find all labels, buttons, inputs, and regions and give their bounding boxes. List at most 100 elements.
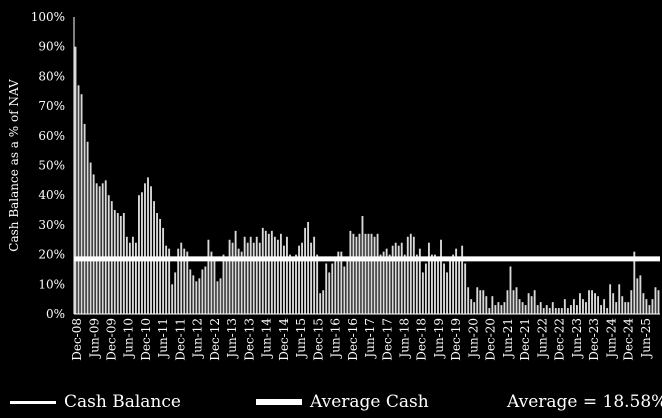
bar	[551, 302, 554, 314]
bar	[144, 183, 146, 314]
y-tick-label: 20%	[38, 248, 65, 262]
bar	[301, 242, 303, 314]
bar	[249, 236, 252, 314]
bar	[651, 299, 654, 314]
bar	[289, 254, 291, 314]
bar	[521, 302, 524, 314]
bar	[237, 248, 240, 314]
bar	[609, 284, 612, 314]
bar	[189, 269, 192, 314]
bar	[545, 305, 548, 314]
bar	[361, 215, 364, 314]
bar	[89, 162, 92, 314]
bar	[192, 275, 195, 314]
bar	[210, 251, 213, 314]
bar	[606, 308, 609, 314]
bar	[243, 236, 246, 314]
x-tick-label: Jun-17	[363, 318, 377, 360]
bar	[391, 245, 394, 314]
bar	[234, 230, 237, 314]
bar	[165, 245, 168, 314]
bar	[533, 290, 536, 314]
bar	[449, 257, 451, 314]
bar	[343, 266, 346, 314]
bar	[503, 302, 506, 314]
chart-plot: 0% 10% 20% 30% 40% 50% 60% 70% 80% 90% 100% Dec-08…	[7, 10, 660, 361]
bar	[252, 242, 255, 314]
bar	[283, 245, 285, 314]
bar	[298, 245, 300, 314]
bar	[406, 236, 409, 314]
bar	[630, 290, 633, 314]
bar	[554, 308, 557, 314]
bar	[654, 287, 657, 314]
x-tick-label: Jun-22	[535, 318, 549, 360]
y-tick-label: 70%	[38, 99, 65, 113]
bar	[174, 272, 177, 314]
bar	[500, 305, 503, 314]
bar	[639, 275, 642, 314]
bar	[116, 213, 119, 314]
bar	[216, 281, 219, 314]
bar	[588, 290, 590, 314]
bar	[618, 284, 621, 314]
bar	[231, 242, 234, 314]
bar	[576, 305, 578, 314]
x-tick-label: Dec-08	[70, 318, 84, 361]
x-tick-label: Dec-09	[105, 318, 119, 361]
bar	[591, 290, 593, 314]
y-axis-label: Cash Balance as a % of NAV	[7, 79, 21, 252]
bar	[455, 248, 458, 314]
bar	[180, 242, 183, 314]
bar	[464, 263, 467, 314]
x-tick-label: Dec-24	[622, 318, 636, 361]
bar	[648, 305, 651, 314]
bar	[412, 236, 415, 314]
bar	[295, 254, 297, 314]
bar	[104, 180, 107, 314]
bar	[337, 251, 340, 314]
x-tick-label: Jun-23	[570, 318, 584, 360]
bar	[467, 287, 470, 314]
bar	[388, 254, 391, 314]
bar	[292, 257, 294, 314]
bar	[557, 308, 560, 314]
bar	[569, 305, 572, 314]
legend-average-text: Average = 18.58%	[507, 392, 662, 412]
x-tick-label: Jun-20	[466, 318, 480, 360]
bar	[113, 210, 116, 314]
x-tick-label: Jun-24	[604, 318, 618, 360]
y-tick-label: 10%	[38, 277, 65, 291]
bar	[415, 254, 418, 314]
bar	[512, 290, 515, 314]
bar	[563, 299, 566, 314]
bar	[195, 281, 198, 314]
legend: Cash Balance Average Cash Average = 18.5…	[0, 392, 662, 418]
y-tick-label: 100%	[31, 10, 65, 24]
bar	[138, 195, 140, 314]
bar	[159, 218, 162, 314]
bar	[615, 302, 618, 314]
bar	[156, 213, 158, 314]
x-tick-label: Jun-13	[225, 318, 239, 360]
bar	[579, 293, 581, 314]
bar	[461, 245, 464, 314]
bar	[101, 183, 104, 314]
bar	[313, 236, 316, 314]
bar	[566, 308, 569, 314]
bar	[204, 266, 207, 314]
bar	[379, 254, 382, 314]
bar	[316, 254, 319, 314]
bar	[479, 290, 482, 314]
bar	[107, 195, 110, 314]
bar	[506, 290, 509, 314]
bar	[657, 290, 660, 314]
bar	[497, 302, 500, 314]
y-tick-label: 60%	[38, 129, 65, 143]
bar	[431, 254, 433, 314]
bar	[397, 245, 400, 314]
bar	[572, 299, 575, 314]
bar	[434, 254, 436, 314]
bar	[642, 293, 645, 314]
x-tick-label: Jun-19	[432, 318, 446, 360]
